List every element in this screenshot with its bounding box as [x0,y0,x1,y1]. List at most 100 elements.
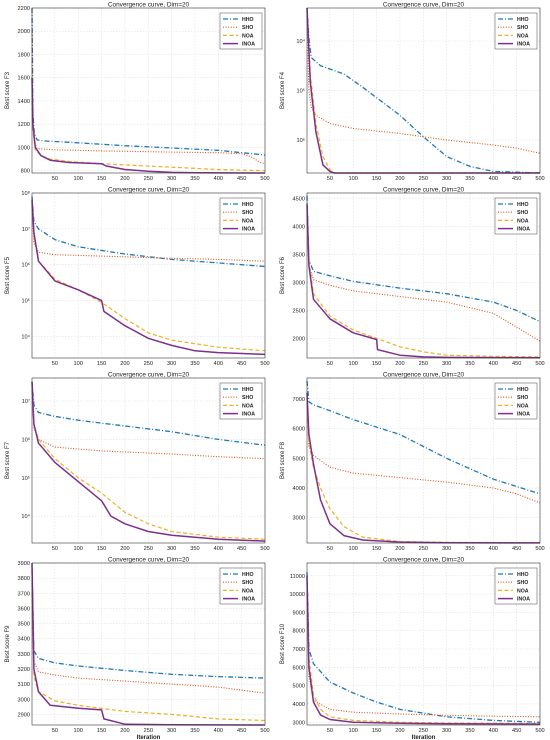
y-tick-label: 4000 [293,486,305,492]
legend-label-inoa: INOA [517,597,530,603]
legend-label-noa: NOA [517,403,529,409]
y-tick-label: 3200 [18,667,30,673]
x-tick-label: 50 [327,546,333,552]
plot-frame [31,7,266,174]
chart-title: Convergence curve, Dim=20 [108,2,190,9]
y-tick-label: 10⁸ [21,190,30,197]
chart-f9: 50 100 150 200 250 300 350 400 450 500 2900 3000 310… [5,557,270,740]
legend-label-sho: SHO [242,395,253,401]
x-tick-label: 500 [535,728,544,734]
legend-label-inoa: INOA [517,42,530,48]
x-axis-label: Iteration [137,735,161,740]
chart-title: Convergence curve, Dim=20 [383,2,465,9]
y-tick-label: 4500 [293,197,305,203]
x-tick-label: 300 [167,728,176,734]
x-tick-label: 200 [395,546,404,552]
plot-frame [306,562,541,726]
legend: HHO SHO NOA INOA [219,12,263,50]
legend-label-inoa: INOA [242,412,255,418]
x-tick-label: 450 [237,546,246,552]
x-tick-label: 150 [97,176,106,182]
series-line-sho [31,207,266,262]
y-axis-label: Best score F10 [280,623,286,664]
x-tick-label: 50 [327,176,333,182]
x-tick-label: 500 [260,728,269,734]
x-tick-label: 200 [120,728,129,734]
y-tick-label: 7000 [293,397,305,403]
panel-f10: 50 100 150 200 250 300 350 400 450 500 3000 4000 500… [275,555,550,740]
grid-lines [307,563,541,725]
x-tick-label: 400 [489,176,498,182]
plot-frame [306,7,541,174]
y-tick-label: 7000 [293,647,305,653]
y-tick-label: 10⁷ [22,226,30,233]
legend-label-sho: SHO [517,210,528,216]
x-tick-label: 150 [372,546,381,552]
y-tick-label: 3100 [18,682,30,688]
x-tick-label: 100 [349,546,358,552]
chart-f10: 50 100 150 200 250 300 350 400 450 500 3000 4000 500… [280,557,545,740]
x-tick-label: 100 [74,361,83,367]
x-tick-label: 50 [52,361,58,367]
legend-label-inoa: INOA [242,227,255,233]
x-tick-label: 450 [237,361,246,367]
series-line-inoa [306,575,541,725]
x-tick-label: 300 [167,546,176,552]
y-axis-label: Best score F3 [5,71,11,109]
y-axis-label: Best score F5 [5,256,11,294]
chart-title: Convergence curve, Dim=20 [383,187,465,194]
series-line-noa [306,594,541,725]
x-tick-label: 50 [52,176,58,182]
legend-label-hho: HHO [242,17,254,23]
y-tick-label: 2000 [293,336,305,342]
plot-frame [306,377,541,544]
x-tick-label: 400 [214,728,223,734]
legend-label-sho: SHO [242,25,253,31]
x-tick-label: 100 [74,176,83,182]
legend-label-hho: HHO [242,572,254,578]
x-tick-label: 450 [512,728,521,734]
x-tick-label: 150 [97,361,106,367]
x-tick-label: 250 [144,361,153,367]
x-tick-label: 400 [489,546,498,552]
x-tick-label: 150 [372,728,381,734]
series-line-hho [31,570,266,679]
x-tick-label: 250 [419,176,428,182]
legend-label-hho: HHO [242,202,254,208]
x-tick-label: 200 [120,546,129,552]
series-line-inoa [31,200,266,356]
x-tick-label: 300 [442,361,451,367]
x-tick-label: 400 [489,361,498,367]
y-tick-label: 5000 [293,684,305,690]
y-tick-label: 8000 [293,629,305,635]
legend-label-noa: NOA [242,588,254,594]
y-tick-label: 3900 [18,561,30,567]
y-tick-label: 10⁴ [21,333,30,340]
x-tick-label: 100 [349,176,358,182]
x-tick-label: 300 [167,176,176,182]
legend-label-noa: NOA [517,588,529,594]
y-tick-label: 1000 [18,145,30,151]
x-tick-label: 150 [372,361,381,367]
y-tick-label: 6000 [293,427,305,433]
legend: HHO SHO NOA INOA [219,567,263,605]
x-axis-label: Iteration [412,735,436,740]
chart-f3: 50 100 150 200 250 300 350 400 450 500 800 1000 1200… [5,2,270,183]
y-tick-label: 10⁴ [21,513,30,520]
legend-label-noa: NOA [517,33,529,39]
y-tick-label: 3300 [18,652,30,658]
y-tick-label: 2200 [18,6,30,12]
chart-title: Convergence curve, Dim=20 [108,372,190,379]
x-tick-label: 150 [97,546,106,552]
y-tick-label: 5000 [293,456,305,462]
legend: HHO SHO NOA INOA [219,382,263,420]
x-tick-label: 350 [190,176,199,182]
legend-label-noa: NOA [242,33,254,39]
y-tick-label: 3500 [293,253,305,259]
x-tick-label: 250 [419,361,428,367]
x-tick-label: 200 [395,728,404,734]
chart-f6: 50 100 150 200 250 300 350 400 450 500 2000 2500 300… [280,187,545,368]
legend-label-sho: SHO [242,580,253,586]
series-line-inoa [31,77,266,174]
chart-title: Convergence curve, Dim=20 [108,557,190,564]
